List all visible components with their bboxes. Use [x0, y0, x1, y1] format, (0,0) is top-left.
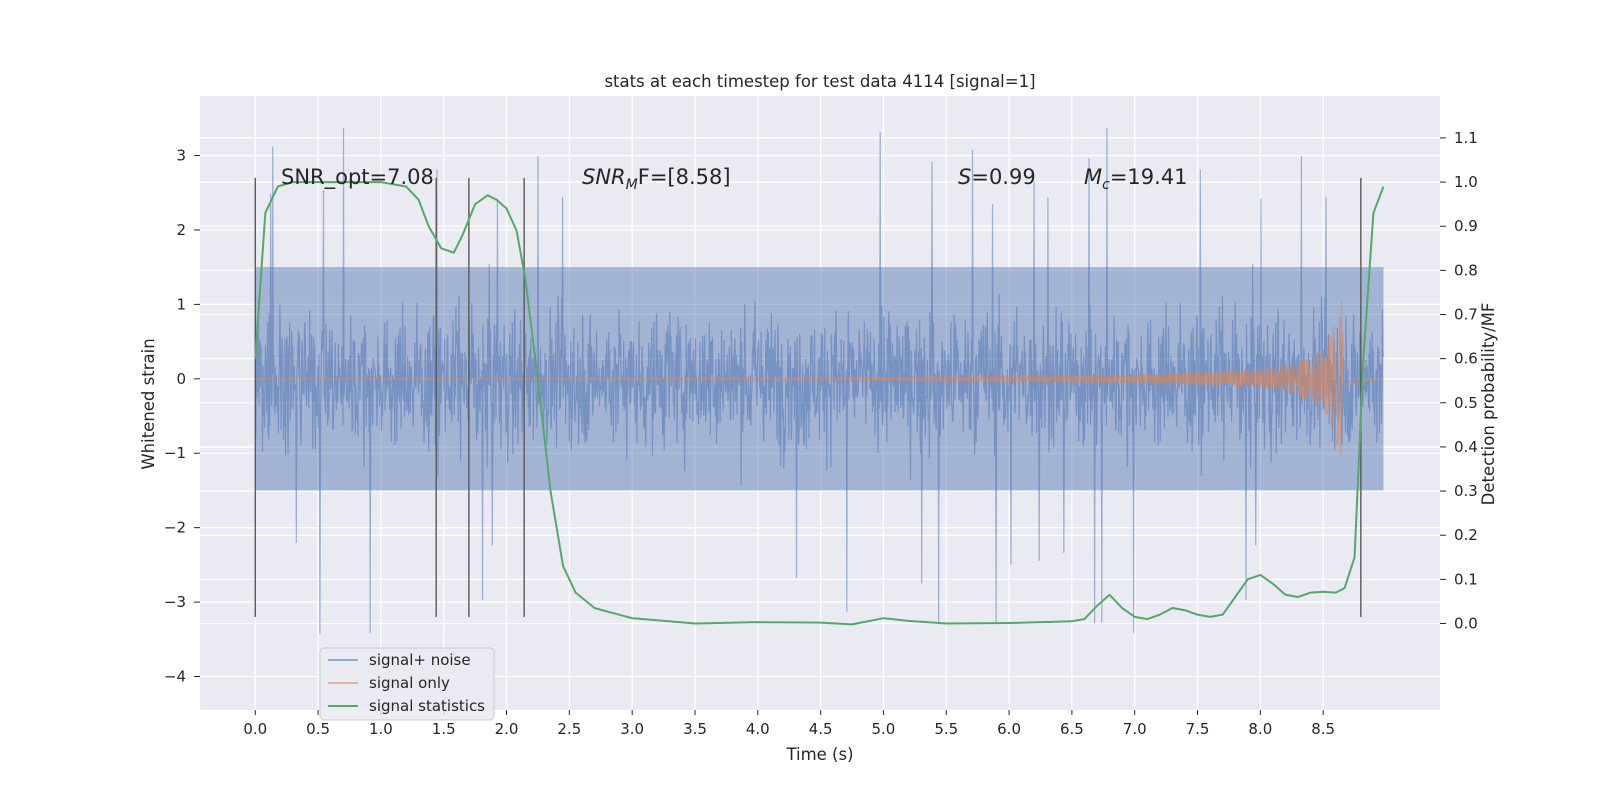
x-tick-label: 5.0 [872, 720, 896, 738]
y2-tick-label: 0.2 [1454, 526, 1478, 544]
legend: signal+ noise signal only signal statist… [319, 647, 495, 721]
y-tick-label: 3 [176, 147, 186, 165]
y2-tick-label: 0.5 [1454, 394, 1478, 412]
mc-sub: c [1102, 177, 1110, 193]
y2-tick-label: 0.3 [1454, 482, 1478, 500]
legend-label-noise: signal+ noise [369, 651, 471, 669]
y-tick-label: −2 [164, 519, 186, 537]
s-var: S [958, 165, 971, 189]
y-tick-label: −4 [164, 668, 186, 686]
statistics-trace [254, 181, 1385, 626]
y-tick-label: −1 [164, 444, 186, 462]
legend-label-signal: signal only [369, 674, 450, 692]
y2-tick-label: 0.1 [1454, 570, 1478, 588]
y2-tick-label: 0.7 [1454, 305, 1478, 323]
x-tick-label: 0.0 [243, 720, 267, 738]
y2-tick-label: 0.6 [1454, 350, 1478, 368]
s-val: =0.99 [971, 165, 1035, 189]
y-tick-labels: 3 2 1 0 −1 −2 −3 −4 [164, 147, 200, 686]
x-axis-label: Time (s) [785, 745, 853, 764]
x-tick-label: 1.5 [432, 720, 456, 738]
mc-var: M [1084, 165, 1102, 189]
x-tick-label: 4.5 [809, 720, 833, 738]
y2-tick-label: 0.4 [1454, 438, 1478, 456]
mc-text: Mc=19.41 [1084, 165, 1188, 193]
y2-axis-label: Detection probability/MF [1479, 303, 1498, 506]
y2-tick-labels: 1.1 1.0 0.9 0.8 0.7 0.6 0.5 0.4 0.3 0.2 0.1 0.0 [1440, 129, 1478, 632]
x-tick-label: 3.5 [683, 720, 707, 738]
snr-mf-text: SNRMF=[8.58] [582, 165, 731, 193]
y2-tick-label: 0.0 [1454, 614, 1478, 632]
y-axis-label: Whitened strain [139, 338, 158, 469]
x-tick-label: 6.5 [1060, 720, 1084, 738]
x-tick-label: 3.0 [620, 720, 644, 738]
y-tick-label: 0 [176, 370, 186, 388]
y-tick-label: 1 [176, 295, 186, 313]
series-signal-statistics [254, 181, 1385, 626]
snr-mf-sub: M [626, 177, 638, 193]
mc-val: =19.41 [1110, 165, 1188, 189]
x-tick-labels: 0.0 0.5 1.0 1.5 2.0 2.5 3.0 3.5 4.0 4.5 5.0 5.5 6.0 6… [243, 710, 1335, 738]
x-tick-label: 6.0 [997, 720, 1021, 738]
y2-tick-label: 0.9 [1454, 217, 1478, 235]
x-tick-label: 8.5 [1311, 720, 1335, 738]
annotation-snr-opt: SNR_opt=7.08 [281, 165, 434, 190]
s-text: S=0.99 [958, 165, 1036, 189]
y2-tick-label: 1.0 [1454, 173, 1478, 191]
annotation-snr-mf: SNRMF=[8.58] [582, 165, 731, 193]
legend-label-stat: signal statistics [369, 697, 485, 715]
x-tick-label: 4.0 [746, 720, 770, 738]
x-tick-label: 7.5 [1186, 720, 1210, 738]
y2-tick-label: 1.1 [1454, 129, 1478, 147]
x-tick-label: 8.0 [1248, 720, 1272, 738]
legend-box [319, 647, 495, 721]
annotation-s: S=0.99 [958, 165, 1036, 189]
snr-mf-rest: F=[8.58] [638, 165, 731, 189]
x-tick-label: 5.5 [934, 720, 958, 738]
x-tick-label: 2.5 [557, 720, 581, 738]
y2-tick-label: 0.8 [1454, 261, 1478, 279]
noise-trace [254, 128, 1385, 634]
x-tick-label: 2.0 [495, 720, 519, 738]
x-tick-label: 0.5 [306, 720, 330, 738]
y-tick-label: 2 [176, 221, 186, 239]
snr-mf-main: SNR [582, 165, 626, 189]
x-tick-label: 7.0 [1123, 720, 1147, 738]
y-tick-label: −3 [164, 593, 186, 611]
annotation-mc: Mc=19.41 [1084, 165, 1188, 193]
chart-title: stats at each timestep for test data 411… [604, 72, 1035, 91]
snr-opt-text: SNR_opt=7.08 [281, 165, 434, 190]
x-tick-label: 1.0 [369, 720, 393, 738]
